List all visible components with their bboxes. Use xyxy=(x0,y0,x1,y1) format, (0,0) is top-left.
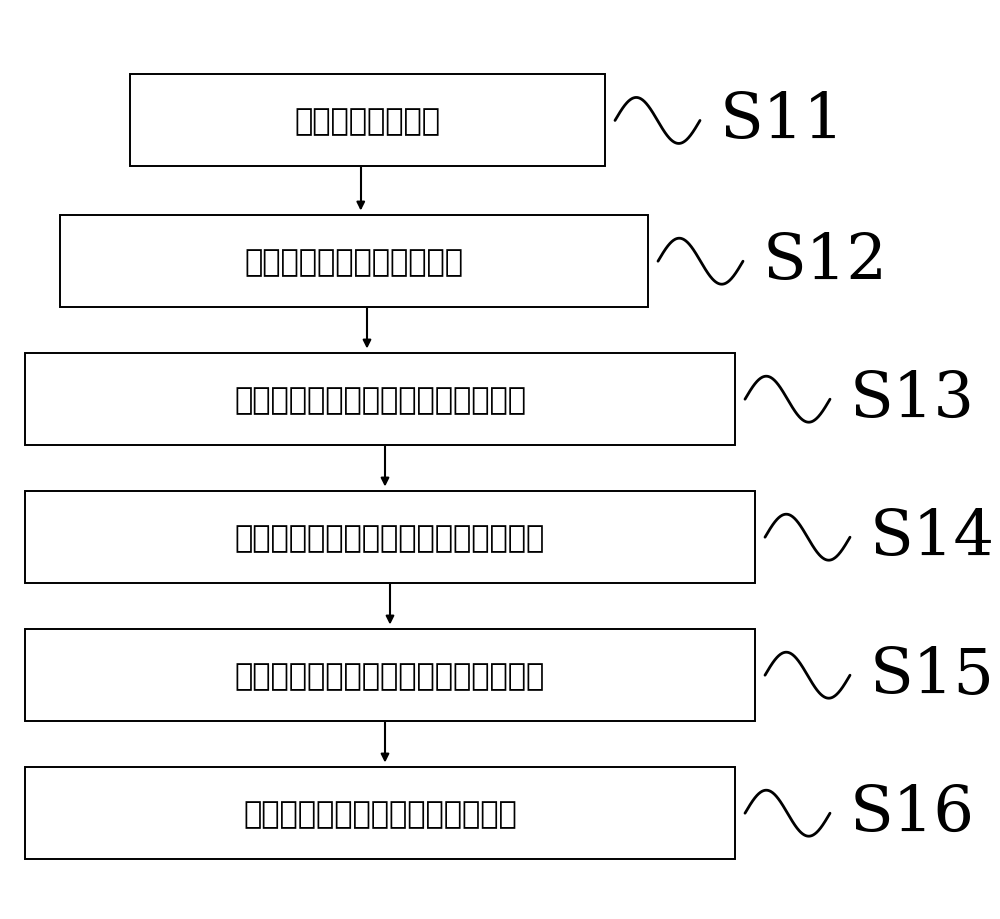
Text: S14: S14 xyxy=(870,507,995,568)
Text: S12: S12 xyxy=(763,232,888,292)
Bar xyxy=(25,492,755,584)
Text: 确定抽水井的位置: 确定抽水井的位置 xyxy=(294,107,440,136)
Text: 确定第二一号候选井和第二二号候选井: 确定第二一号候选井和第二二号候选井 xyxy=(235,661,545,690)
Bar xyxy=(25,354,735,446)
Text: S13: S13 xyxy=(850,369,975,430)
Text: S15: S15 xyxy=(870,645,995,706)
Bar xyxy=(25,767,735,859)
Text: 判断该垂直防渗帷幕是否产生缺陷: 判断该垂直防渗帷幕是否产生缺陷 xyxy=(243,799,517,828)
Bar xyxy=(60,216,648,308)
Bar xyxy=(25,630,755,721)
Text: 获取抽水井和定位观测井的水位数据: 获取抽水井和定位观测井的水位数据 xyxy=(234,385,526,414)
Text: 确定第一一号候选井和第一二号候选井: 确定第一一号候选井和第一二号候选井 xyxy=(235,523,545,552)
Text: S11: S11 xyxy=(720,91,845,152)
Bar xyxy=(130,75,605,167)
Text: S16: S16 xyxy=(850,783,975,844)
Text: 确定四个定位观测井的位置: 确定四个定位观测井的位置 xyxy=(245,247,464,277)
